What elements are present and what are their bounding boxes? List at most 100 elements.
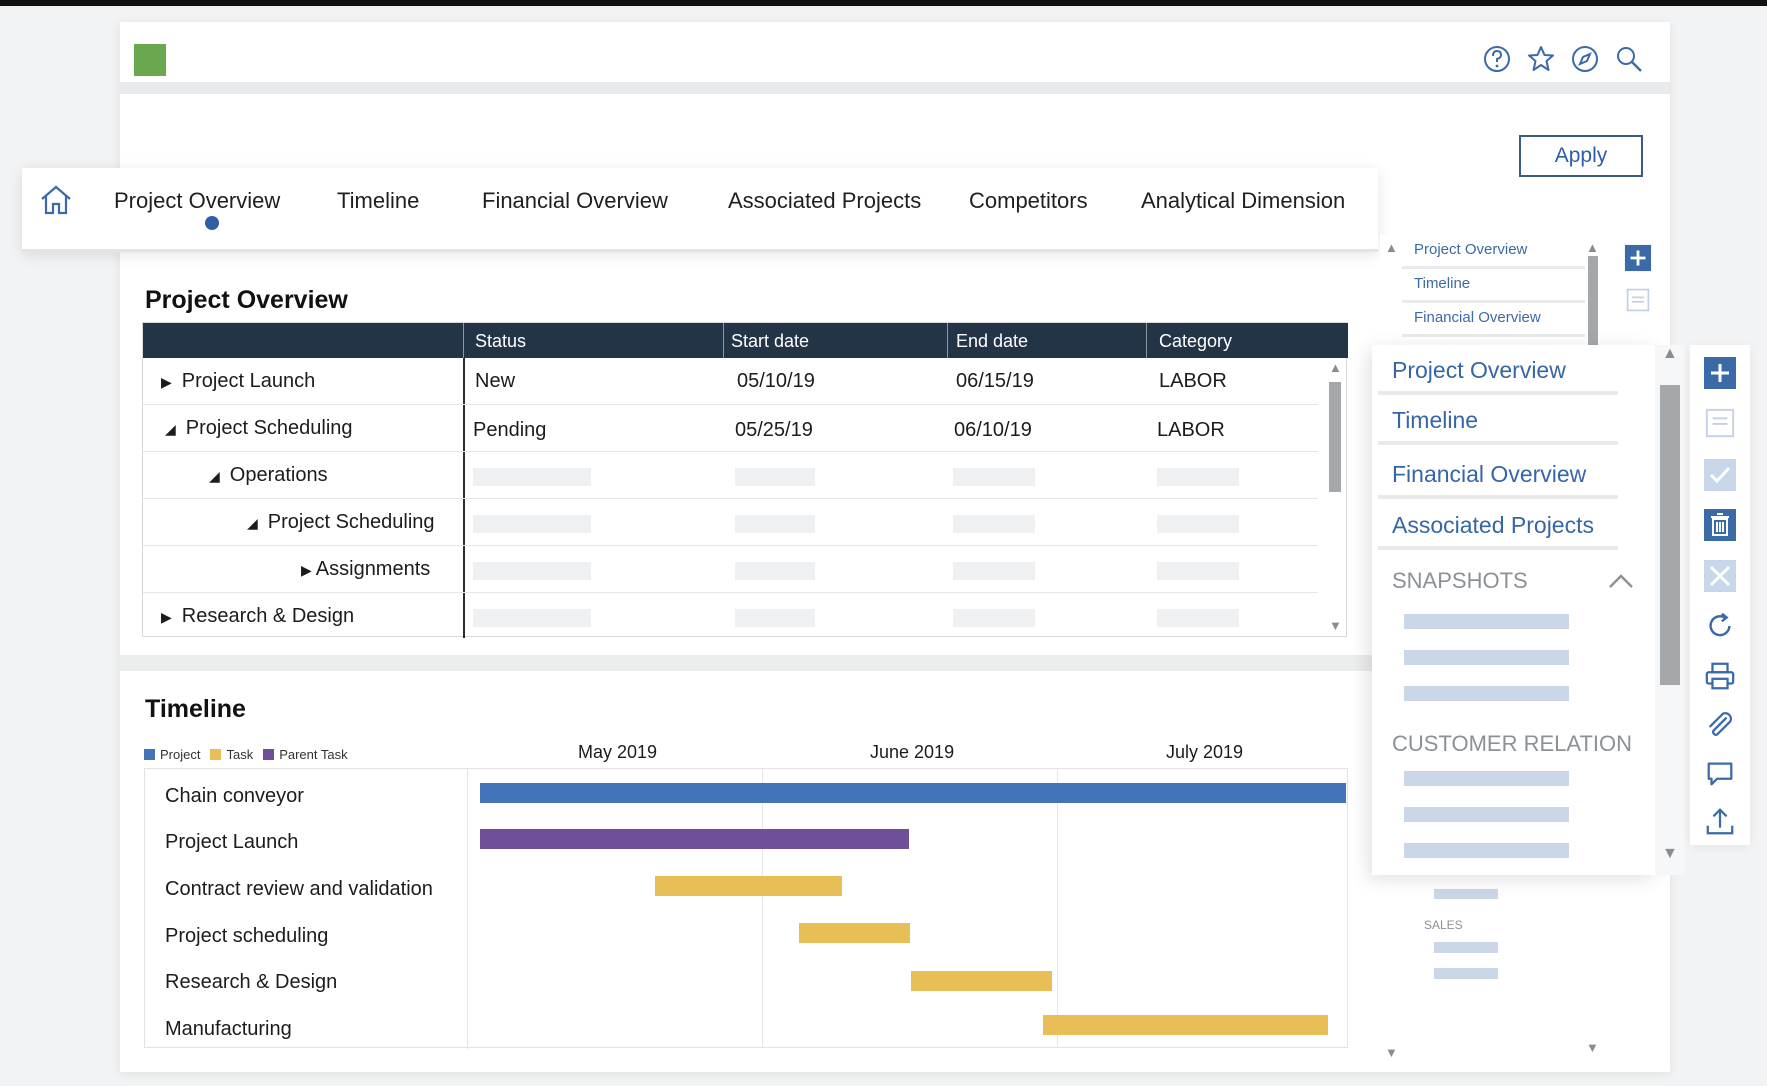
placeholder-bar [1404, 686, 1569, 701]
side-panel-back-list: Project Overview Timeline Financial Over… [1402, 235, 1585, 337]
compass-icon[interactable] [1570, 44, 1600, 74]
timeline-row-label: Chain conveyor [165, 785, 304, 807]
search-icon[interactable] [1614, 44, 1644, 74]
apply-button[interactable]: Apply [1519, 135, 1643, 177]
section-divider [120, 655, 1372, 671]
gantt-bar-task[interactable] [799, 923, 910, 943]
add-icon[interactable] [1623, 243, 1653, 273]
scroll-down-icon[interactable]: ▼ [1586, 1040, 1599, 1055]
side-item-timeline[interactable]: Timeline [1378, 395, 1618, 445]
print-icon[interactable] [1702, 658, 1738, 694]
placeholder-bar [1404, 843, 1569, 858]
scroll-up-icon[interactable]: ▲ [1329, 360, 1342, 375]
add-icon[interactable] [1702, 355, 1738, 391]
placeholder-bar [1434, 968, 1498, 979]
caret-right-icon[interactable]: ▶ [301, 562, 312, 578]
gantt-bar-task[interactable] [911, 971, 1052, 991]
scroll-down-icon[interactable]: ▼ [1662, 845, 1678, 862]
tab-timeline[interactable]: Timeline [337, 188, 420, 213]
month-label: June 2019 [870, 742, 955, 762]
table-row[interactable]: ▶ Assignments [143, 546, 1318, 593]
gantt-bar-task[interactable] [1043, 1015, 1328, 1035]
side-item-financial-overview[interactable]: Financial Overview [1402, 303, 1585, 337]
legend-swatch [210, 749, 222, 760]
cell-placeholder [735, 515, 815, 533]
scroll-up-icon[interactable]: ▲ [1586, 240, 1599, 255]
placeholder-bar [1404, 650, 1569, 665]
section-label-sales: SALES [1424, 918, 1463, 932]
month-label: May 2019 [578, 742, 658, 762]
chevron-up-icon[interactable] [1608, 573, 1634, 589]
document-icon[interactable] [1623, 285, 1653, 315]
side-item-project-overview[interactable]: Project Overview [1402, 235, 1585, 269]
cell-placeholder [735, 609, 815, 627]
scroll-down-icon[interactable]: ▼ [1329, 618, 1342, 633]
placeholder-bar [1434, 942, 1498, 953]
caret-down-icon[interactable]: ◢ [209, 468, 220, 484]
trash-icon[interactable] [1702, 507, 1738, 543]
side-panel-back-scrollbar[interactable]: ▲ ▼ [1585, 240, 1601, 1060]
column-header-status[interactable]: Status [475, 331, 527, 351]
column-header-end-date[interactable]: End date [956, 331, 1029, 351]
attach-icon[interactable] [1702, 708, 1738, 744]
side-item-financial-overview[interactable]: Financial Overview [1378, 449, 1618, 499]
side-panel-front-scrollbar[interactable]: ▲ ▼ [1655, 345, 1685, 875]
tab-competitors[interactable]: Competitors [969, 188, 1088, 213]
gantt-bar-task[interactable] [655, 876, 842, 896]
tab-financial-overview[interactable]: Financial Overview [482, 188, 668, 213]
row-label: Assignments [315, 558, 431, 580]
caret-down-icon[interactable]: ◢ [247, 515, 258, 531]
grid-scrollbar[interactable]: ▲ ▼ [1323, 358, 1347, 638]
caret-right-icon[interactable]: ▶ [161, 609, 172, 625]
cell-placeholder [953, 562, 1035, 580]
table-row[interactable]: ◢ Operations [143, 452, 1318, 499]
grid-header: Status Start date End date Category [143, 323, 1348, 358]
document-icon[interactable] [1702, 405, 1738, 441]
table-row[interactable]: ▶ Research & Design [143, 593, 1318, 640]
upload-icon[interactable] [1702, 803, 1738, 839]
cell-placeholder [473, 609, 591, 627]
section-header-customer-relation[interactable]: CUSTOMER RELATION [1392, 731, 1632, 756]
cell-placeholder [473, 468, 591, 486]
active-tab-indicator [205, 216, 219, 230]
table-row[interactable]: ◢ Project Scheduling Pending 05/25/19 06/… [143, 405, 1318, 452]
side-item-timeline[interactable]: Timeline [1402, 269, 1585, 303]
placeholder-bar [1404, 771, 1569, 786]
timeline-row-label: Research & Design [165, 971, 338, 993]
column-header-category[interactable]: Category [1159, 331, 1233, 351]
scroll-thumb[interactable] [1660, 385, 1680, 685]
side-panel-front: Project Overview Timeline Financial Over… [1372, 345, 1657, 875]
cell-status: New [475, 370, 516, 392]
section-header-snapshots[interactable]: SNAPSHOTS [1392, 568, 1528, 593]
table-row[interactable]: ▶ Project Launch New 05/10/19 06/15/19 LA… [143, 358, 1318, 405]
column-header-start-date[interactable]: Start date [731, 331, 810, 351]
tab-analytical-dimension[interactable]: Analytical Dimension [1141, 188, 1346, 213]
legend-item-project: Project [144, 747, 200, 762]
gantt-bar-parent-task[interactable] [480, 829, 909, 849]
scroll-down-icon[interactable]: ▼ [1385, 1045, 1398, 1060]
caret-right-icon[interactable]: ▶ [161, 374, 172, 390]
side-item-project-overview[interactable]: Project Overview [1378, 345, 1618, 395]
legend-swatch [263, 749, 275, 760]
scroll-up-icon[interactable]: ▲ [1385, 240, 1398, 255]
side-item-associated-projects[interactable]: Associated Projects [1378, 500, 1618, 550]
caret-down-icon[interactable]: ◢ [165, 421, 176, 437]
cell-placeholder [953, 609, 1035, 627]
gantt-bar-project[interactable] [480, 783, 1346, 803]
comment-icon[interactable] [1702, 756, 1738, 792]
refresh-icon[interactable] [1702, 608, 1738, 644]
scroll-thumb[interactable] [1329, 382, 1341, 492]
home-icon[interactable] [36, 180, 76, 220]
help-icon[interactable] [1482, 44, 1512, 74]
cell-placeholder [473, 562, 591, 580]
tab-associated-projects[interactable]: Associated Projects [728, 188, 922, 213]
app-header [120, 22, 1670, 94]
scroll-up-icon[interactable]: ▲ [1662, 345, 1678, 362]
star-icon[interactable] [1526, 44, 1556, 74]
tab-project-overview[interactable]: Project Overview [114, 188, 281, 213]
cell-start-date: 05/25/19 [735, 419, 813, 441]
cell-status: Pending [473, 419, 547, 441]
check-icon[interactable] [1702, 457, 1738, 493]
table-row[interactable]: ◢ Project Scheduling [143, 499, 1318, 546]
close-icon[interactable] [1702, 558, 1738, 594]
